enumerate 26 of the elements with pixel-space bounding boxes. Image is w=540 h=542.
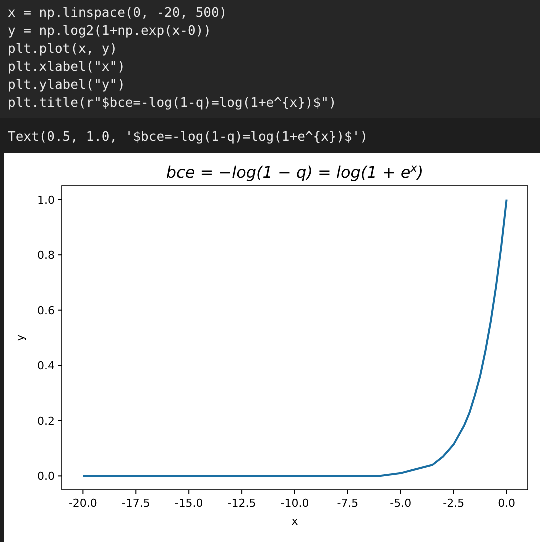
text: plt.xlabel("x") [8,60,126,75]
y-tick-label: 0.0 [38,470,55,484]
text: Text(0.5, 1.0, '$bce=-log(1-q)=log(1+e^{x})$') [8,130,368,145]
y-tick-label: 1.0 [38,194,55,207]
text: x = np.linspace(0, -20, 500) [8,6,228,21]
x-tick-label: -17.5 [122,497,150,510]
text: y = np.log2(1+np.exp(x-0)) [8,24,212,39]
y-tick-label: 0.6 [38,304,55,318]
x-tick-label: -7.5 [337,497,359,510]
y-tick-label: 0.4 [38,360,55,373]
x-tick-label: -2.5 [443,497,465,510]
x-tick-label: -20.0 [68,497,98,510]
y-axis-title: y [14,334,27,342]
x-tick-label: -15.0 [174,497,204,510]
x-tick-label: -5.0 [390,497,412,510]
chart-title: bce = −log(1 − q) = log(1 + e$^{x}$) [166,162,424,182]
x-tick-label: -12.5 [228,497,256,510]
text: plt.title(r"$bce=-log(1-q)=log(1+e^{x})$") [8,96,337,111]
line-series [82,198,508,478]
y-tick-label: 0.8 [38,249,55,262]
x-tick-label: -10.0 [280,497,310,510]
text: plt.ylabel("y") [8,78,126,93]
x-tick-label: 0.0 [498,497,516,510]
y-tick-label: 0.2 [38,414,55,428]
text: plt.plot(x, y) [8,42,118,57]
x-axis-title: x [292,515,299,528]
